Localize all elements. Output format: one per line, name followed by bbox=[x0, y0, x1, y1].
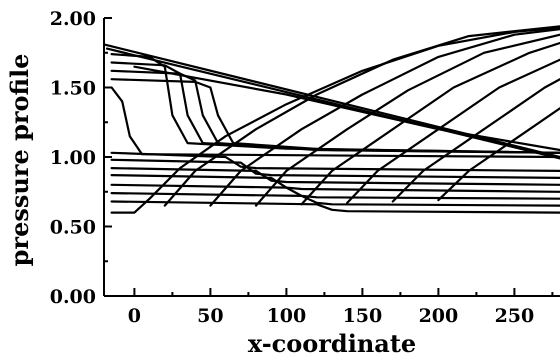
series-line-9 bbox=[110, 158, 560, 179]
series-line-22 bbox=[437, 107, 560, 202]
x-tick-label: 200 bbox=[419, 305, 459, 327]
y-axis-title: pressure profile bbox=[5, 54, 34, 267]
y-tick-label: 0.50 bbox=[50, 217, 96, 239]
series-line-8 bbox=[110, 151, 560, 172]
x-tick-label: 50 bbox=[197, 305, 223, 327]
x-tick-label: 150 bbox=[343, 305, 383, 327]
series-line-2 bbox=[105, 47, 560, 160]
series-line-17 bbox=[209, 28, 560, 207]
y-tick-label: 0.00 bbox=[50, 286, 96, 308]
series-line-16 bbox=[163, 25, 560, 207]
x-tick-label: 250 bbox=[495, 305, 535, 327]
x-axis-title: x-coordinate bbox=[248, 329, 416, 358]
x-tick-label: 100 bbox=[267, 305, 307, 327]
y-tick-label: 2.00 bbox=[50, 8, 96, 30]
y-tick-label: 1.00 bbox=[50, 147, 96, 169]
x-tick-label: 0 bbox=[128, 305, 141, 327]
series-line-7 bbox=[110, 86, 560, 159]
series-line-14 bbox=[110, 200, 560, 214]
series-line-10 bbox=[110, 167, 560, 186]
series-line-15 bbox=[110, 26, 560, 214]
series-line-13 bbox=[110, 192, 560, 207]
ticks-group: 0.00 0.50 1.00 1.50 2.00 0 50 100 150 200 250 bbox=[50, 8, 554, 327]
series-line-6 bbox=[110, 78, 560, 154]
series-line-1 bbox=[102, 43, 560, 159]
series-group bbox=[102, 25, 560, 214]
series-line-21 bbox=[391, 78, 560, 203]
y-tick-label: 1.50 bbox=[50, 78, 96, 100]
series-line-19 bbox=[300, 41, 560, 206]
series-line-23 bbox=[133, 65, 560, 152]
series-line-18 bbox=[254, 33, 560, 207]
